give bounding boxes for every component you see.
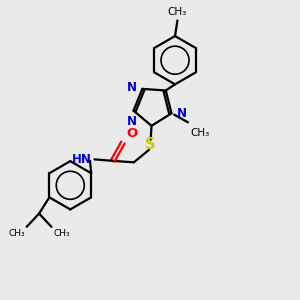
Text: CH₃: CH₃ (168, 7, 187, 17)
Text: N: N (127, 115, 137, 128)
Text: CH₃: CH₃ (8, 229, 25, 238)
Text: HN: HN (72, 153, 92, 166)
Text: CH₃: CH₃ (190, 128, 210, 138)
Text: N: N (177, 107, 187, 120)
Text: N: N (127, 81, 137, 94)
Text: CH₃: CH₃ (53, 229, 70, 238)
Text: S: S (145, 136, 155, 152)
Text: O: O (126, 127, 137, 140)
